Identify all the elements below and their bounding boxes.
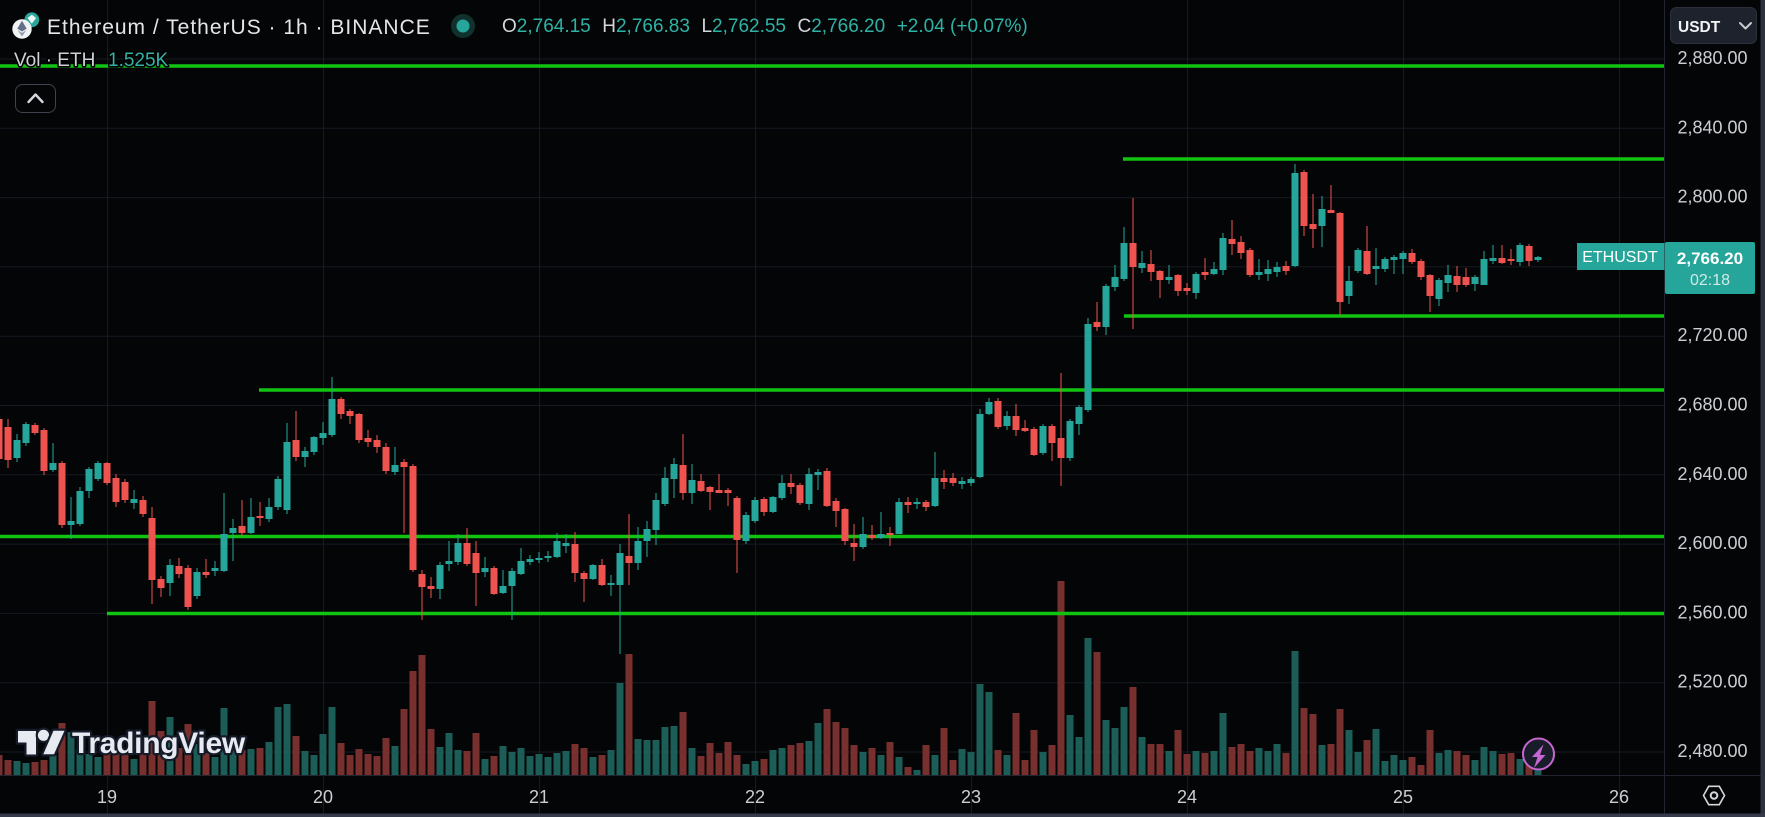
svg-text:26: 26 (1609, 787, 1629, 807)
svg-text:20: 20 (313, 787, 333, 807)
svg-text:02:18: 02:18 (1690, 272, 1730, 289)
svg-text:2,880.00: 2,880.00 (1678, 48, 1748, 68)
svg-text:2,600.00: 2,600.00 (1678, 533, 1748, 553)
svg-text:19: 19 (97, 787, 117, 807)
svg-text:Ethereum / TetherUS · 1h · BIN: Ethereum / TetherUS · 1h · BINANCE (47, 16, 431, 39)
svg-text:25: 25 (1393, 787, 1413, 807)
svg-text:ETHUSDT: ETHUSDT (1582, 249, 1658, 266)
svg-text:TradingView: TradingView (72, 727, 246, 760)
svg-text:24: 24 (1177, 787, 1197, 807)
svg-text:2,480.00: 2,480.00 (1678, 741, 1748, 761)
svg-text:USDT: USDT (1678, 19, 1721, 36)
svg-text:2,520.00: 2,520.00 (1678, 672, 1748, 692)
svg-text:2,640.00: 2,640.00 (1678, 464, 1748, 484)
svg-text:23: 23 (961, 787, 981, 807)
svg-text:2,560.00: 2,560.00 (1678, 602, 1748, 622)
svg-text:2,766.20: 2,766.20 (1677, 249, 1743, 268)
svg-text:2,720.00: 2,720.00 (1678, 325, 1748, 345)
svg-text:22: 22 (745, 787, 765, 807)
svg-text:2,840.00: 2,840.00 (1678, 117, 1748, 137)
svg-text:21: 21 (529, 787, 549, 807)
svg-text:2,800.00: 2,800.00 (1678, 187, 1748, 207)
svg-text:2,680.00: 2,680.00 (1678, 395, 1748, 415)
